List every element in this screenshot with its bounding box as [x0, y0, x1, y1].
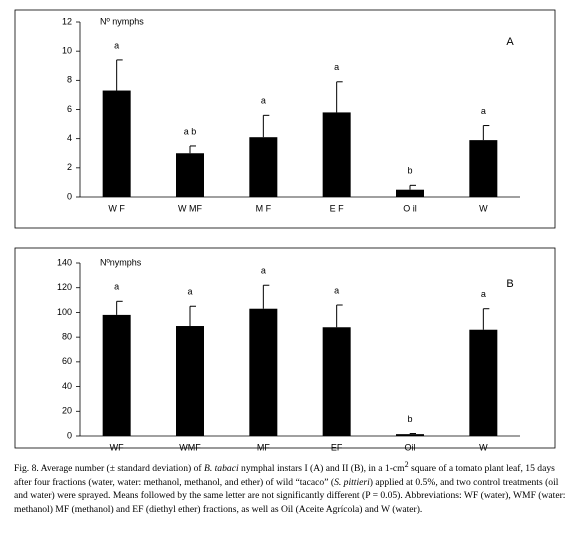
bar	[176, 326, 204, 436]
bar	[322, 327, 351, 436]
significance-letter: a	[481, 289, 486, 299]
y-tick-label: 0	[67, 191, 72, 201]
significance-letter: a	[334, 62, 339, 72]
x-tick-label: W	[479, 203, 488, 213]
x-tick-label: WMF	[179, 442, 201, 452]
x-tick-label: O il	[403, 203, 417, 213]
y-tick-label: 6	[67, 104, 72, 114]
y-tick-label: 10	[62, 46, 72, 56]
bar	[249, 137, 278, 197]
y-tick-label: 40	[62, 381, 72, 391]
caption: Fig. 8. Average number (± standard devia…	[14, 458, 570, 516]
x-tick-label: W	[479, 442, 488, 452]
caption-text: 2	[404, 460, 409, 469]
caption-text: Fig. 8. Average number (± standard devia…	[14, 463, 204, 475]
bar	[102, 314, 131, 436]
bar	[176, 153, 204, 197]
x-tick-label: M F	[256, 203, 272, 213]
y-tick-label: 140	[57, 257, 72, 267]
y-tick-label: 20	[62, 406, 72, 416]
x-tick-label: E F	[330, 203, 345, 213]
y-tick-label: 80	[62, 332, 72, 342]
x-tick-label: W MF	[178, 203, 202, 213]
caption-text: ) applied at 0.5%, and two control treat…	[14, 476, 566, 515]
caption-text: B. tabaci	[203, 463, 239, 475]
y-tick-label: 120	[57, 282, 72, 292]
significance-letter: a	[114, 40, 119, 50]
bar	[469, 140, 498, 197]
bar	[322, 112, 351, 197]
x-tick-label: EF	[331, 442, 343, 452]
significance-letter: a	[261, 96, 266, 106]
y-tick-label: 4	[67, 133, 72, 143]
bar	[469, 329, 498, 436]
bar	[396, 434, 424, 436]
y-tick-label: 100	[57, 307, 72, 317]
panel-label: A	[506, 36, 514, 48]
significance-letter: a	[334, 285, 339, 295]
significance-letter: a	[187, 287, 192, 297]
bar	[396, 189, 424, 197]
significance-letter: b	[407, 414, 412, 424]
bar	[102, 90, 131, 197]
panel-frame	[14, 9, 556, 229]
x-tick-label: WF	[110, 442, 124, 452]
x-tick-label: Oil	[405, 442, 416, 452]
significance-letter: b	[407, 166, 412, 176]
y-axis-label: Nº nymphs	[100, 16, 144, 26]
significance-letter: a	[481, 106, 486, 116]
x-tick-label: W F	[108, 203, 125, 213]
x-tick-label: MF	[257, 442, 270, 452]
caption-text: nymphal instars I (A) and II (B), in a 1…	[238, 463, 405, 475]
significance-letter: a b	[184, 126, 197, 136]
panel-frame	[14, 247, 556, 449]
significance-letter: a	[114, 282, 119, 292]
figure: Nº nymphs A 0 2 4 6 8 10 12 W F a W MF a b M F a E F a O …	[14, 9, 556, 452]
significance-letter: a	[261, 266, 266, 276]
y-axis-label: Nºnymphs	[100, 257, 142, 267]
y-tick-label: 60	[62, 356, 72, 366]
panel-label: B	[506, 278, 513, 290]
y-tick-label: 0	[67, 430, 72, 440]
y-tick-label: 2	[67, 162, 72, 172]
bar	[249, 308, 278, 436]
y-tick-label: 12	[62, 16, 72, 26]
y-tick-label: 8	[67, 75, 72, 85]
caption-text: square of a tomato plant leaf, 15 days a…	[14, 463, 555, 488]
caption-text: S. pittieri	[334, 476, 370, 488]
